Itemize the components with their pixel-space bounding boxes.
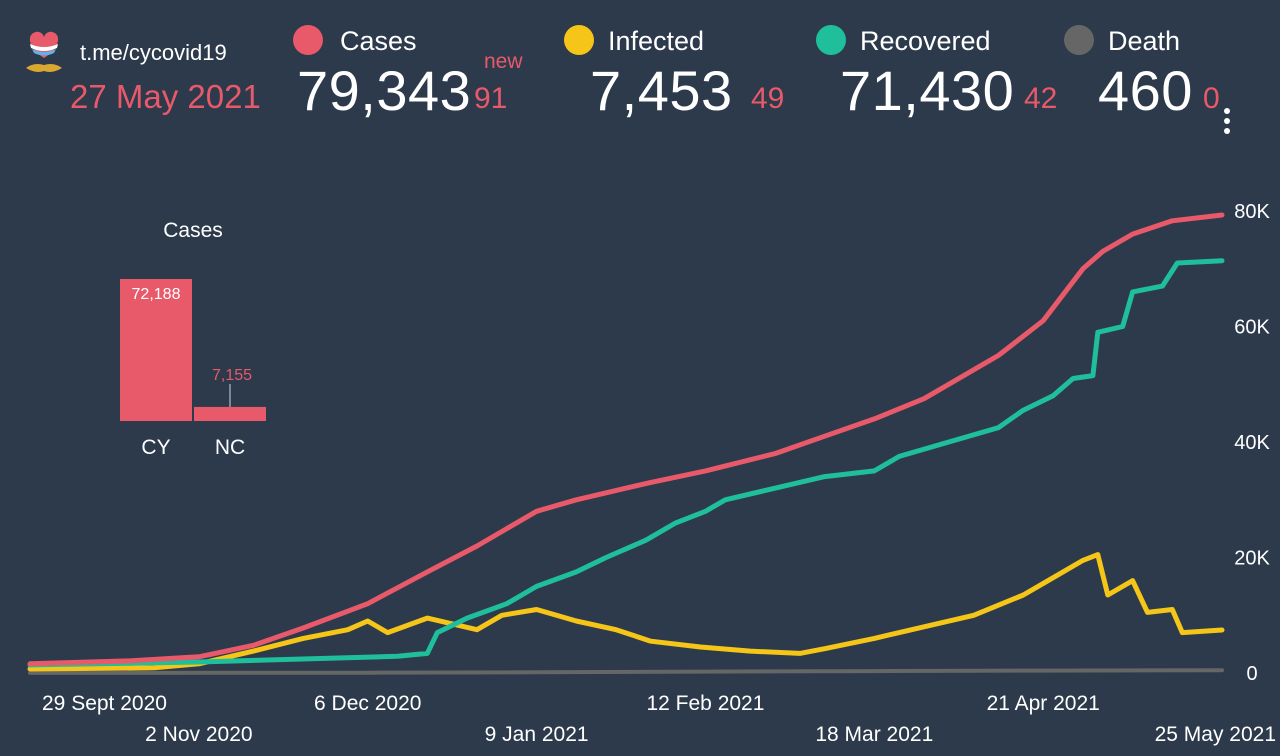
- x-tick-label: 21 Apr 2021: [987, 692, 1100, 715]
- x-tick-label: 6 Dec 2020: [314, 692, 421, 715]
- series-line-recovered: [27, 258, 1225, 668]
- bar-cy-category: CY: [141, 436, 170, 459]
- y-tick-label: 20K: [1234, 548, 1270, 570]
- series-line-infected: [27, 552, 1225, 672]
- x-tick-label: 12 Feb 2021: [646, 692, 764, 715]
- recovered-label: Recovered: [860, 26, 991, 56]
- death-value: 460: [1098, 59, 1193, 122]
- x-tick-label: 25 May 2021: [1155, 723, 1276, 746]
- cases-value: 79,343: [297, 59, 472, 122]
- timeseries-line-chart: 0 20K 40K 60K 80K 29 Sept 2020 2 Nov 2020 6 Dec…: [27, 201, 1276, 746]
- y-tick-label: 40K: [1234, 432, 1270, 454]
- x-tick-label: 9 Jan 2021: [485, 723, 589, 746]
- report-date: 27 May 2021: [70, 78, 261, 115]
- channel-link[interactable]: t.me/cycovid19: [80, 40, 227, 65]
- y-tick-label: 80K: [1234, 201, 1270, 223]
- x-tick-label: 29 Sept 2020: [42, 692, 167, 715]
- infected-label: Infected: [608, 26, 705, 56]
- x-tick-label: 2 Nov 2020: [145, 723, 252, 746]
- bar-nc-category: NC: [215, 436, 245, 459]
- recovered-legend-dot: [816, 25, 846, 55]
- bar-cy: [120, 279, 192, 421]
- bar-chart-title: Cases: [163, 219, 223, 242]
- bar-nc-data-label: 7,155: [212, 367, 252, 384]
- y-tick-label: 60K: [1234, 317, 1270, 339]
- cases-label: Cases: [340, 26, 417, 56]
- death-legend-dot: [1064, 25, 1094, 55]
- death-label: Death: [1108, 26, 1181, 56]
- bar-cy-data-label: 72,188: [132, 286, 181, 303]
- x-tick-label: 18 Mar 2021: [815, 723, 933, 746]
- recovered-value: 71,430: [840, 59, 1015, 122]
- bar-nc: [194, 406, 266, 421]
- cases-legend-dot: [293, 25, 323, 55]
- cases-by-region-bar-chart: Cases 72,188 7,155 CY NC: [120, 219, 266, 459]
- series-line-cases: [27, 212, 1225, 667]
- infected-legend-dot: [564, 25, 594, 55]
- cases-delta: 91: [474, 82, 508, 115]
- infected-delta: 49: [751, 82, 785, 115]
- series-line-death: [28, 668, 1224, 675]
- death-delta: 0: [1203, 82, 1220, 115]
- infected-value: 7,453: [590, 59, 733, 122]
- more-vertical-icon[interactable]: [1220, 108, 1234, 140]
- new-tag: new: [484, 50, 523, 73]
- cyprus-heart-logo-icon: [24, 28, 64, 82]
- recovered-delta: 42: [1024, 82, 1058, 115]
- y-tick-label: 0: [1246, 663, 1257, 685]
